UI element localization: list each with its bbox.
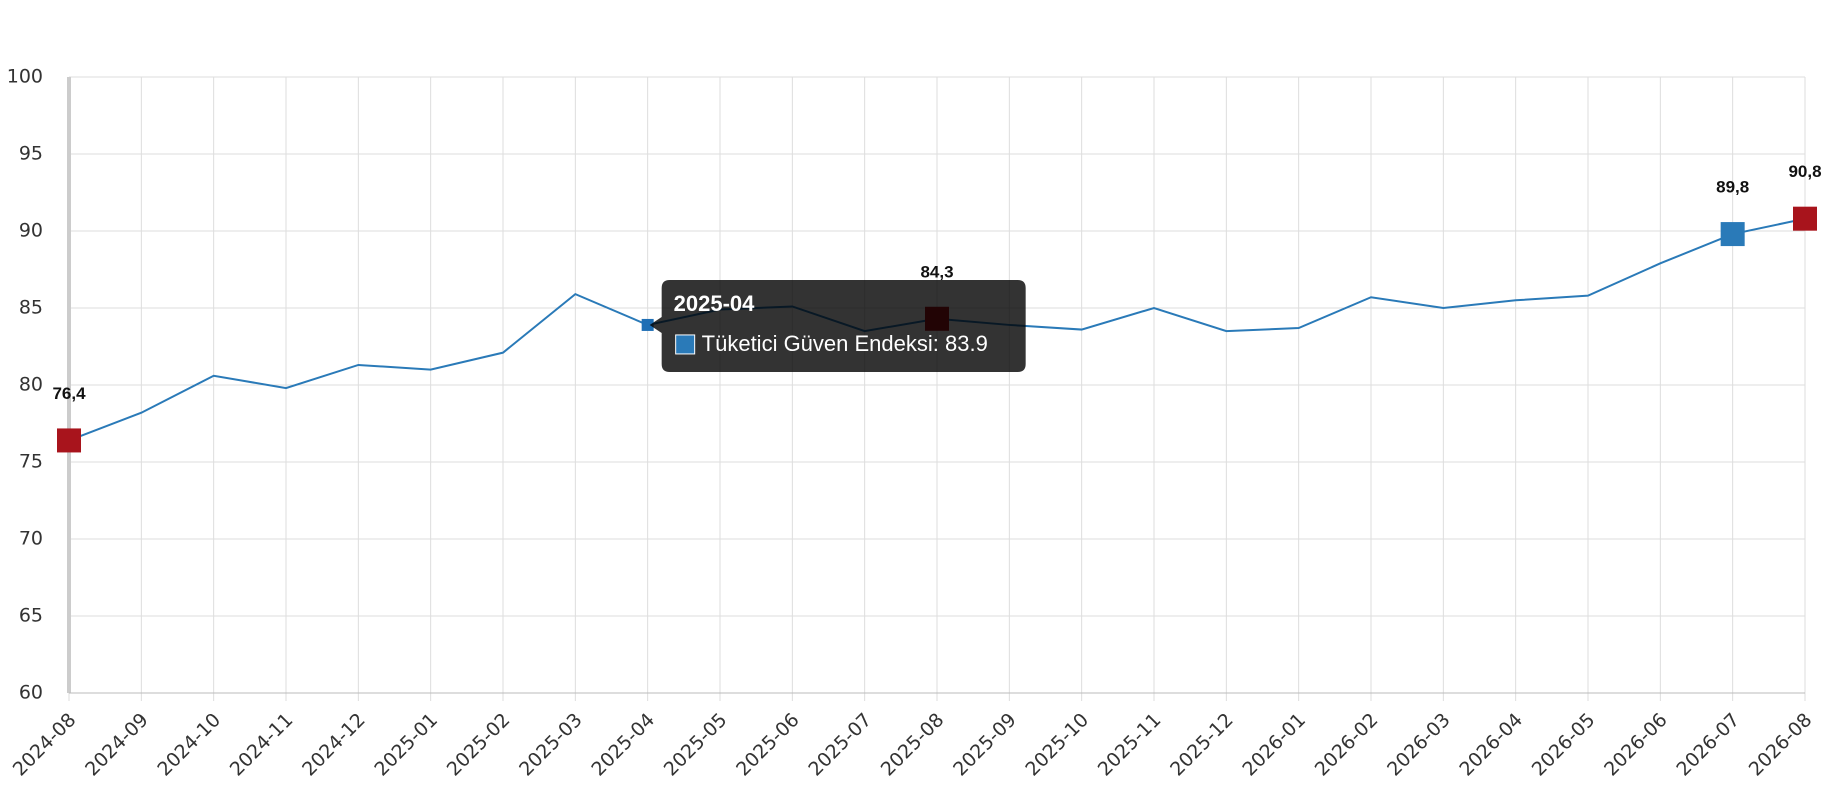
- x-tick-label: 2025-09: [949, 709, 1021, 781]
- marker: [1793, 206, 1817, 231]
- x-tick-label: 2025-08: [877, 709, 949, 781]
- value-label: 90,8: [1788, 162, 1821, 181]
- marker: [641, 318, 654, 331]
- y-tick-label: 85: [19, 297, 43, 319]
- value-label: 89,8: [1716, 178, 1749, 197]
- y-tick-label: 60: [19, 682, 43, 704]
- x-tick-label: 2026-08: [1745, 709, 1817, 781]
- x-tick-label: 2026-05: [1528, 709, 1600, 781]
- marker: [1720, 222, 1745, 247]
- tooltip-text: Tüketici Güven Endeksi: 83.9: [702, 331, 988, 356]
- y-tick-label: 75: [19, 451, 43, 473]
- x-tick-label: 2025-03: [515, 709, 587, 781]
- x-tick-label: 2025-01: [370, 709, 442, 781]
- x-tick-label: 2025-06: [732, 709, 804, 781]
- y-tick-label: 80: [19, 374, 43, 396]
- tooltip-swatch: [675, 334, 696, 355]
- x-tick-label: 2024-09: [81, 709, 153, 781]
- y-tick-label: 95: [19, 143, 43, 165]
- value-label: 76,4: [52, 384, 86, 403]
- value-label: 84,3: [920, 262, 953, 281]
- y-tick-label: 100: [7, 66, 43, 88]
- x-tick-label: 2026-03: [1383, 709, 1455, 781]
- y-tick-label: 90: [19, 220, 43, 242]
- x-tick-label: 2024-08: [9, 709, 81, 781]
- y-tick-label: 70: [19, 528, 43, 550]
- x-tick-label: 2026-06: [1600, 709, 1672, 781]
- x-tick-label: 2024-10: [153, 709, 225, 781]
- x-tick-label: 2026-02: [1311, 709, 1383, 781]
- x-tick-label: 2024-12: [298, 709, 370, 781]
- marker: [57, 428, 81, 453]
- x-tick-label: 2025-07: [804, 709, 876, 781]
- x-tick-label: 2025-12: [1166, 709, 1238, 781]
- tooltip-box: [649, 279, 1026, 372]
- x-tick-label: 2024-11: [226, 709, 298, 781]
- x-tick-label: 2025-02: [443, 709, 515, 781]
- x-tick-label: 2025-10: [1021, 709, 1093, 781]
- x-tick-label: 2025-05: [660, 709, 732, 781]
- tooltip-title: 2025-04: [674, 291, 756, 316]
- x-tick-label: 2026-07: [1672, 709, 1744, 781]
- x-tick-label: 2025-11: [1094, 709, 1166, 781]
- x-tick-label: 2025-04: [587, 709, 659, 781]
- x-tick-label: 2026-01: [1238, 709, 1310, 781]
- x-tick-label: 2026-04: [1455, 709, 1527, 781]
- y-tick-label: 65: [19, 605, 43, 627]
